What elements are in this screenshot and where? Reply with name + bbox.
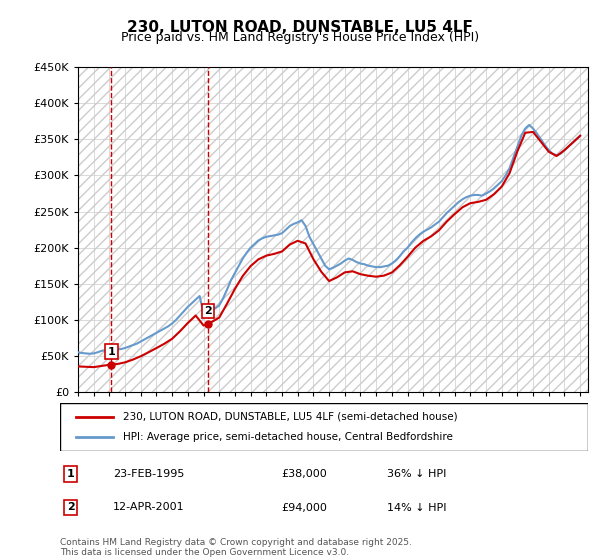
Text: 23-FEB-1995: 23-FEB-1995 [113, 469, 184, 479]
Text: Contains HM Land Registry data © Crown copyright and database right 2025.
This d: Contains HM Land Registry data © Crown c… [60, 538, 412, 557]
Text: 12-APR-2001: 12-APR-2001 [113, 502, 184, 512]
Text: 2: 2 [204, 306, 212, 316]
Text: HPI: Average price, semi-detached house, Central Bedfordshire: HPI: Average price, semi-detached house,… [124, 432, 453, 442]
Text: 230, LUTON ROAD, DUNSTABLE, LU5 4LF (semi-detached house): 230, LUTON ROAD, DUNSTABLE, LU5 4LF (sem… [124, 412, 458, 422]
Text: 14% ↓ HPI: 14% ↓ HPI [388, 502, 447, 512]
Text: 1: 1 [107, 347, 115, 357]
Text: £94,000: £94,000 [282, 502, 328, 512]
Text: Price paid vs. HM Land Registry's House Price Index (HPI): Price paid vs. HM Land Registry's House … [121, 31, 479, 44]
Text: 230, LUTON ROAD, DUNSTABLE, LU5 4LF: 230, LUTON ROAD, DUNSTABLE, LU5 4LF [127, 20, 473, 35]
Text: 1: 1 [67, 469, 74, 479]
Text: £38,000: £38,000 [282, 469, 328, 479]
Text: 36% ↓ HPI: 36% ↓ HPI [388, 469, 447, 479]
FancyBboxPatch shape [60, 403, 588, 451]
Text: 2: 2 [67, 502, 74, 512]
